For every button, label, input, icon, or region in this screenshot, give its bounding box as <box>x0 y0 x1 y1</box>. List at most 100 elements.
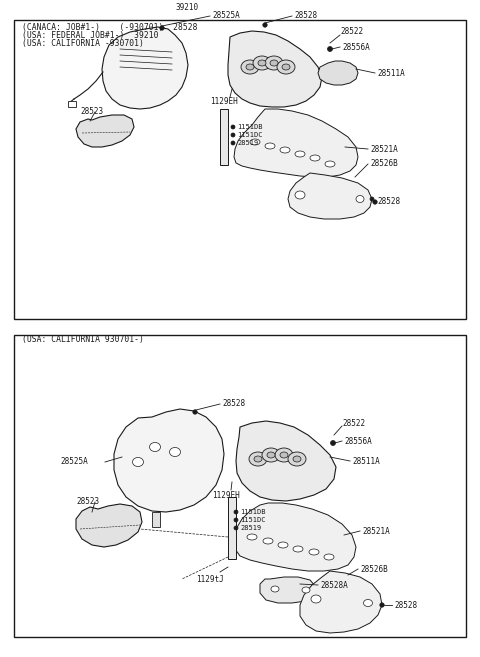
Polygon shape <box>102 27 188 109</box>
Ellipse shape <box>265 143 275 149</box>
Ellipse shape <box>309 549 319 555</box>
Ellipse shape <box>246 64 254 70</box>
Ellipse shape <box>270 60 278 66</box>
Text: 28511A: 28511A <box>352 457 380 466</box>
Ellipse shape <box>265 56 283 70</box>
Polygon shape <box>234 503 356 571</box>
Ellipse shape <box>327 47 333 51</box>
Text: 28528: 28528 <box>222 399 245 409</box>
Ellipse shape <box>356 196 364 202</box>
Ellipse shape <box>253 56 271 70</box>
Text: 28519: 28519 <box>237 140 258 146</box>
Polygon shape <box>236 421 336 501</box>
Ellipse shape <box>231 125 235 129</box>
Text: 28528: 28528 <box>377 198 400 206</box>
Ellipse shape <box>241 60 259 74</box>
Text: 1151DB: 1151DB <box>237 124 263 130</box>
Ellipse shape <box>280 147 290 153</box>
Text: 1151DC: 1151DC <box>240 517 265 523</box>
Ellipse shape <box>280 452 288 458</box>
Ellipse shape <box>278 542 288 548</box>
Ellipse shape <box>263 538 273 544</box>
Text: (USA: CALIFORNIA 930701-): (USA: CALIFORNIA 930701-) <box>22 335 144 344</box>
Text: 1151DC: 1151DC <box>237 132 263 138</box>
Polygon shape <box>114 409 224 512</box>
Polygon shape <box>288 173 372 219</box>
Text: 28522: 28522 <box>342 419 365 428</box>
Ellipse shape <box>288 452 306 466</box>
Ellipse shape <box>231 141 235 145</box>
Polygon shape <box>152 512 160 527</box>
Text: (CANACA: JOB#1-)    (-930701)  28528: (CANACA: JOB#1-) (-930701) 28528 <box>22 23 197 32</box>
Text: 28528: 28528 <box>294 12 317 20</box>
Ellipse shape <box>373 200 377 204</box>
Text: 28525A: 28525A <box>212 12 240 20</box>
Text: 1129EH: 1129EH <box>210 97 238 106</box>
Ellipse shape <box>331 440 336 445</box>
Ellipse shape <box>169 447 180 457</box>
Ellipse shape <box>277 60 295 74</box>
Ellipse shape <box>132 457 144 466</box>
Ellipse shape <box>295 191 305 199</box>
Polygon shape <box>68 101 76 107</box>
Ellipse shape <box>325 161 335 167</box>
Text: 28556A: 28556A <box>344 436 372 445</box>
Ellipse shape <box>275 448 293 462</box>
Ellipse shape <box>149 443 160 451</box>
Text: 28523: 28523 <box>76 497 99 507</box>
Polygon shape <box>76 504 142 547</box>
Ellipse shape <box>271 586 279 592</box>
Ellipse shape <box>250 139 260 145</box>
Ellipse shape <box>160 26 164 30</box>
Text: (USA: CALIFORNIA -930701): (USA: CALIFORNIA -930701) <box>22 39 144 48</box>
Ellipse shape <box>234 518 238 522</box>
Text: 28526B: 28526B <box>370 160 398 168</box>
Ellipse shape <box>254 456 262 462</box>
Text: 1129EH: 1129EH <box>212 491 240 499</box>
Ellipse shape <box>293 546 303 552</box>
Ellipse shape <box>262 448 280 462</box>
Ellipse shape <box>282 64 290 70</box>
Text: 1151DB: 1151DB <box>240 509 265 515</box>
Ellipse shape <box>324 554 334 560</box>
Text: 1129tJ: 1129tJ <box>196 574 224 583</box>
Ellipse shape <box>310 155 320 161</box>
Text: 28526B: 28526B <box>360 564 388 574</box>
Text: 28528A: 28528A <box>320 581 348 589</box>
Text: 28522: 28522 <box>340 28 363 37</box>
Text: 28525A: 28525A <box>60 457 88 466</box>
Ellipse shape <box>311 595 321 603</box>
Text: 28521A: 28521A <box>370 145 398 154</box>
Ellipse shape <box>258 60 266 66</box>
Text: 28556A: 28556A <box>342 43 370 51</box>
Polygon shape <box>260 577 316 603</box>
Ellipse shape <box>234 526 238 530</box>
Ellipse shape <box>231 133 235 137</box>
Text: 28523: 28523 <box>80 108 103 116</box>
Polygon shape <box>76 115 134 147</box>
Ellipse shape <box>293 456 301 462</box>
Ellipse shape <box>234 510 238 514</box>
Ellipse shape <box>302 587 310 593</box>
Ellipse shape <box>247 534 257 540</box>
Polygon shape <box>228 497 236 559</box>
Bar <box>14 20 466 319</box>
Polygon shape <box>220 109 228 165</box>
Ellipse shape <box>267 452 275 458</box>
Polygon shape <box>300 571 382 633</box>
Polygon shape <box>228 31 322 107</box>
Ellipse shape <box>370 197 374 201</box>
Ellipse shape <box>249 452 267 466</box>
Text: 28521A: 28521A <box>362 526 390 535</box>
Ellipse shape <box>295 151 305 157</box>
Ellipse shape <box>193 410 197 414</box>
Ellipse shape <box>263 23 267 27</box>
Text: (USA: FEDERAL JOB#1-)  39210: (USA: FEDERAL JOB#1-) 39210 <box>22 31 158 40</box>
Text: 28528: 28528 <box>394 600 417 610</box>
Text: 28519: 28519 <box>240 525 261 531</box>
Bar <box>14 335 466 637</box>
Text: 28511A: 28511A <box>377 68 405 78</box>
Polygon shape <box>318 61 358 85</box>
Ellipse shape <box>380 603 384 607</box>
Polygon shape <box>234 109 358 177</box>
